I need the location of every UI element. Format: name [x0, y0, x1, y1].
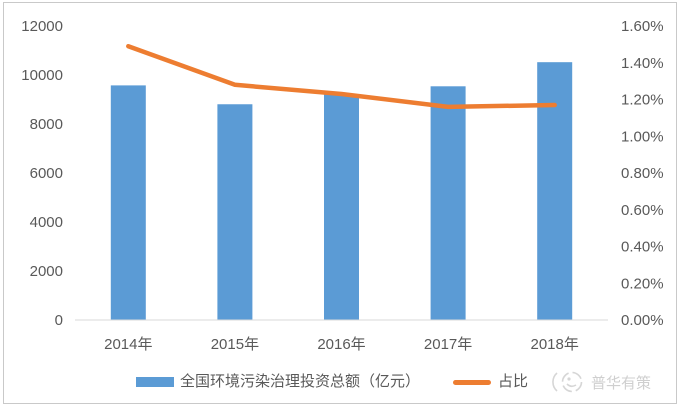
right-axis-tick-label: 1.20% — [621, 92, 664, 109]
watermark: 普华有策 — [551, 369, 651, 395]
legend-bar-swatch — [136, 377, 174, 387]
legend-line-swatch — [453, 379, 492, 385]
right-axis-tick-label: 1.00% — [621, 128, 664, 145]
watermark-text: 普华有策 — [591, 374, 652, 392]
x-axis-category-label: 2017年 — [424, 336, 472, 353]
left-axis-tick-label: 8000 — [30, 116, 63, 133]
investment-bars — [110, 62, 573, 321]
legend-bar-label: 全国环境污染治理投资总额（亿元） — [180, 373, 421, 390]
right-axis-tick-label: 1.60% — [621, 18, 664, 35]
right-axis-ticks: 0.00% 0.20% 0.40% 0.60% 0.80% 1.00% 1.20% 1.40%… — [621, 18, 664, 329]
right-axis-tick-label: 1.40% — [621, 55, 664, 72]
left-axis-tick-label: 0 — [55, 312, 63, 329]
left-axis-tick-label: 10000 — [21, 67, 63, 84]
right-axis-tick-label: 0.20% — [621, 275, 664, 292]
bar-2018年 — [537, 62, 573, 321]
left-axis-ticks: 0 2000 4000 6000 8000 10000 12000 — [21, 18, 63, 329]
bar-2015年 — [217, 104, 253, 321]
right-axis-tick-label: 0.00% — [621, 312, 664, 329]
x-axis-category-label: 2018年 — [531, 336, 579, 353]
x-axis-category-label: 2016年 — [317, 336, 365, 353]
left-axis-tick-label: 12000 — [21, 18, 63, 35]
right-axis-tick-label: 0.40% — [621, 239, 664, 256]
ratio-line — [126, 43, 557, 110]
left-axis-tick-label: 4000 — [30, 214, 63, 231]
legend: 全国环境污染治理投资总额（亿元） 占比 — [136, 372, 528, 392]
bar-2016年 — [324, 94, 359, 320]
x-axis-category-label: 2014年 — [104, 336, 152, 353]
left-axis-tick-label: 2000 — [30, 263, 63, 280]
x-axis-category-label: 2015年 — [211, 336, 259, 353]
watermark-logo-icon — [552, 371, 583, 393]
bar-2014年 — [110, 85, 146, 320]
legend-line-label: 占比 — [498, 373, 529, 390]
bar-2017年 — [430, 86, 466, 321]
x-axis-labels: 2014年 2015年 2016年 2017年 2018年 — [104, 336, 579, 353]
left-axis-tick-label: 6000 — [30, 165, 63, 182]
right-axis-tick-label: 0.60% — [621, 202, 664, 219]
right-axis-tick-label: 0.80% — [621, 165, 664, 182]
